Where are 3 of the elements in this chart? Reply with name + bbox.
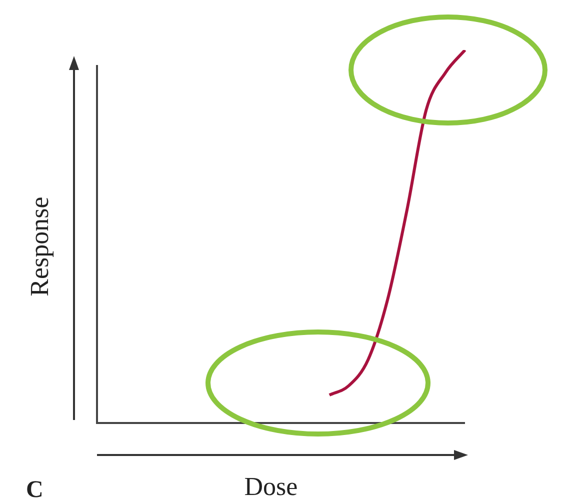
x-axis-title: Dose (244, 472, 298, 501)
text: C (26, 477, 44, 503)
y-axis-title: Response (25, 196, 54, 296)
